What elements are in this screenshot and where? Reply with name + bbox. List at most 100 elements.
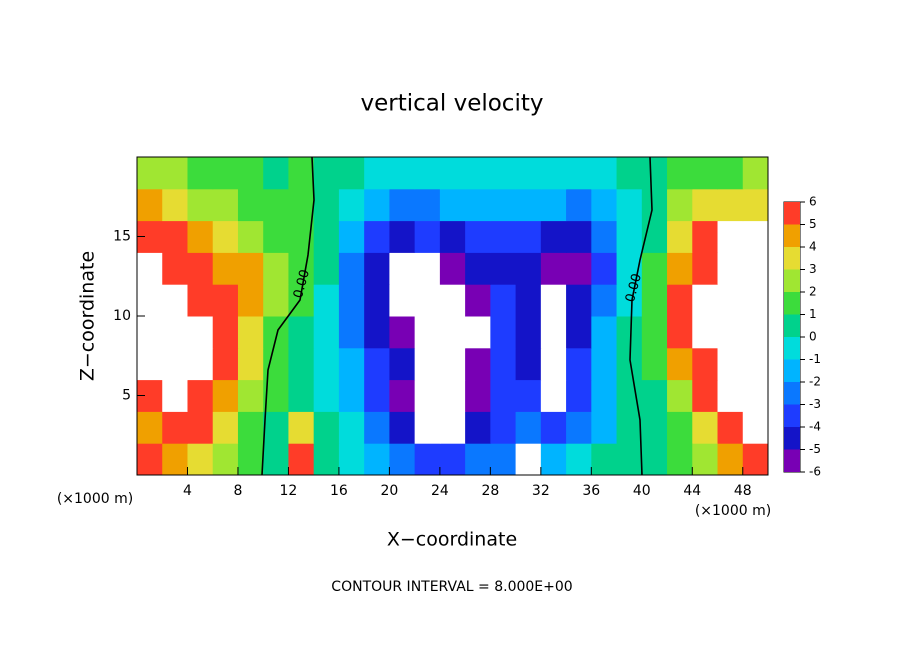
- colorbar-tick-label: 2: [809, 285, 817, 299]
- cell: [490, 379, 517, 412]
- cell: [212, 157, 239, 190]
- cell: [137, 411, 163, 444]
- cell: [566, 443, 592, 476]
- cell: [364, 379, 390, 412]
- cell: [313, 347, 340, 381]
- cell: [414, 188, 441, 222]
- cell: [338, 220, 365, 253]
- cell: [566, 347, 592, 381]
- contour-label: 0.00: [291, 268, 313, 300]
- colorbar-tick-label: -6: [809, 465, 821, 479]
- cell: [212, 411, 239, 444]
- cell: [237, 284, 264, 317]
- cell: [616, 411, 643, 444]
- cell: [187, 188, 214, 222]
- colorbar-band: [784, 202, 800, 225]
- cell: [162, 379, 188, 412]
- colorbar-band: [784, 247, 800, 270]
- cell: [667, 347, 693, 381]
- colorbar-tick-label: 3: [809, 262, 817, 276]
- cell: [414, 220, 441, 253]
- cell: [490, 347, 517, 381]
- cell: [162, 443, 188, 476]
- cell: [465, 252, 491, 285]
- colorbar-band: [784, 337, 800, 360]
- cell: [515, 157, 542, 190]
- cell: [137, 188, 163, 222]
- x-tick-label: 40: [633, 483, 651, 499]
- cell: [667, 284, 693, 317]
- cell: [288, 252, 315, 285]
- cell: [313, 379, 340, 412]
- cell: [212, 220, 239, 253]
- cell: [187, 347, 214, 381]
- cell: [137, 252, 163, 285]
- cell: [414, 252, 441, 285]
- cell: [566, 316, 592, 349]
- cell: [465, 157, 491, 190]
- cell: [187, 411, 214, 444]
- cell: [162, 188, 188, 222]
- cell: [212, 379, 239, 412]
- cell: [717, 443, 744, 476]
- x-tick-label: 32: [532, 483, 550, 499]
- cell: [717, 347, 744, 381]
- cell: [540, 220, 567, 253]
- cell: [439, 220, 466, 253]
- cell: [490, 188, 517, 222]
- cell: [641, 411, 668, 444]
- y-tick-label: 15: [113, 229, 131, 245]
- cell: [212, 443, 239, 476]
- cell: [465, 443, 491, 476]
- cell: [490, 220, 517, 253]
- cell: [490, 284, 517, 317]
- cell: [414, 157, 441, 190]
- cell: [717, 316, 744, 349]
- cell: [667, 411, 693, 444]
- cell: [465, 316, 491, 349]
- cell: [742, 284, 769, 317]
- cell: [389, 347, 416, 381]
- cell: [187, 220, 214, 253]
- cell: [187, 316, 214, 349]
- cell: [490, 443, 517, 476]
- x-tick-label: 20: [380, 483, 398, 499]
- cell: [742, 443, 769, 476]
- cell: [692, 157, 719, 190]
- cell: [515, 443, 542, 476]
- cell: [237, 379, 264, 412]
- cell: [364, 347, 390, 381]
- cell: [616, 188, 643, 222]
- cell: [465, 188, 491, 222]
- cell: [187, 443, 214, 476]
- cell: [137, 347, 163, 381]
- cell: [641, 443, 668, 476]
- cell: [137, 443, 163, 476]
- cell: [667, 157, 693, 190]
- cell: [212, 316, 239, 349]
- cell: [439, 347, 466, 381]
- cell: [263, 220, 289, 253]
- colorbar-band: [784, 359, 800, 382]
- cell: [540, 443, 567, 476]
- cell: [692, 443, 719, 476]
- cell: [591, 157, 618, 190]
- cell: [162, 252, 188, 285]
- cell: [364, 411, 390, 444]
- cell: [313, 284, 340, 317]
- cell: [389, 284, 416, 317]
- cell: [414, 347, 441, 381]
- cell: [692, 347, 719, 381]
- cell: [717, 252, 744, 285]
- cell: [566, 157, 592, 190]
- cell: [313, 443, 340, 476]
- cell: [717, 411, 744, 444]
- cell: [263, 188, 289, 222]
- cell: [288, 347, 315, 381]
- cell: [717, 379, 744, 412]
- cell: [162, 316, 188, 349]
- cell: [364, 157, 390, 190]
- cell: [313, 316, 340, 349]
- cell: [439, 379, 466, 412]
- cell: [288, 157, 315, 190]
